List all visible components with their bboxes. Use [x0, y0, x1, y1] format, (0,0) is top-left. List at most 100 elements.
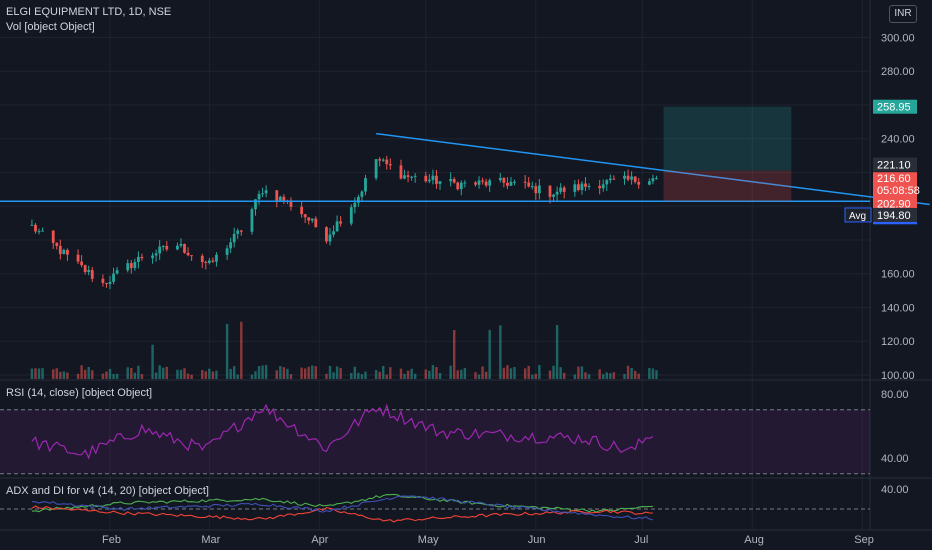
candle-body[interactable]	[474, 182, 477, 185]
candle-body[interactable]	[115, 270, 119, 274]
candle-body[interactable]	[165, 245, 169, 250]
candle-body[interactable]	[647, 181, 651, 185]
candle-body[interactable]	[108, 281, 112, 285]
candle-body[interactable]	[101, 278, 105, 284]
candle-body[interactable]	[133, 262, 137, 269]
candle-body[interactable]	[278, 196, 282, 201]
candle-body[interactable]	[580, 183, 584, 190]
candle-body[interactable]	[651, 178, 655, 182]
candle-body[interactable]	[509, 181, 513, 186]
candle-body[interactable]	[463, 182, 467, 184]
candle-body[interactable]	[325, 227, 328, 242]
candle-body[interactable]	[310, 218, 314, 221]
candle-body[interactable]	[364, 178, 367, 192]
candle-body[interactable]	[257, 194, 261, 200]
candle-body[interactable]	[37, 231, 41, 233]
candle-body[interactable]	[381, 159, 385, 161]
candle-body[interactable]	[80, 261, 84, 266]
candle-body[interactable]	[506, 182, 509, 186]
candle-body[interactable]	[360, 191, 364, 197]
candle-body[interactable]	[410, 176, 414, 178]
candle-body[interactable]	[637, 181, 641, 185]
candle-body[interactable]	[427, 179, 431, 182]
candle-body[interactable]	[339, 221, 343, 224]
candle-body[interactable]	[34, 224, 37, 232]
candle-body[interactable]	[406, 175, 410, 177]
candle-body[interactable]	[105, 283, 108, 285]
candle-body[interactable]	[608, 178, 612, 181]
candle-body[interactable]	[523, 181, 527, 183]
adx-legend[interactable]: ADX and DI for v4 (14, 20) [object Objec…	[6, 485, 209, 497]
candle-body[interactable]	[225, 248, 229, 255]
position-loss-zone[interactable]	[663, 170, 792, 202]
candle-body[interactable]	[200, 255, 204, 262]
candle-body[interactable]	[282, 196, 286, 202]
candle-body[interactable]	[449, 179, 453, 182]
candle-body[interactable]	[204, 261, 208, 263]
candle-body[interactable]	[232, 233, 236, 243]
candle-body[interactable]	[161, 245, 165, 247]
candle-body[interactable]	[562, 187, 566, 192]
candle-body[interactable]	[112, 273, 115, 282]
candle-body[interactable]	[207, 260, 211, 263]
candle-body[interactable]	[215, 254, 218, 262]
candle-body[interactable]	[275, 190, 279, 201]
candle-body[interactable]	[229, 242, 233, 249]
candle-body[interactable]	[328, 234, 332, 242]
candle-body[interactable]	[239, 230, 243, 232]
candle-body[interactable]	[413, 175, 417, 177]
candle-body[interactable]	[452, 179, 456, 183]
candle-body[interactable]	[502, 177, 506, 183]
candle-body[interactable]	[537, 185, 541, 194]
candle-body[interactable]	[314, 218, 318, 228]
candle-body[interactable]	[456, 182, 460, 190]
candle-body[interactable]	[552, 194, 555, 197]
candle-body[interactable]	[62, 249, 66, 255]
candle-body[interactable]	[264, 190, 268, 194]
candle-body[interactable]	[90, 270, 94, 279]
currency-badge[interactable]: INR	[889, 5, 917, 23]
candle-body[interactable]	[179, 244, 183, 246]
candle-body[interactable]	[623, 175, 626, 179]
volume-legend[interactable]: Vol [object Object]	[6, 21, 95, 33]
candle-body[interactable]	[555, 191, 559, 195]
candle-body[interactable]	[601, 184, 605, 189]
candle-body[interactable]	[424, 175, 428, 182]
candle-body[interactable]	[498, 177, 502, 181]
symbol-title[interactable]: ELGI EQUIPMENT LTD, 1D, NSE	[6, 6, 172, 18]
adx-di_plus-line[interactable]	[31, 493, 653, 513]
candle-body[interactable]	[307, 217, 311, 221]
candle-body[interactable]	[250, 209, 254, 232]
candle-body[interactable]	[303, 214, 307, 218]
candle-body[interactable]	[126, 263, 130, 271]
candle-body[interactable]	[576, 184, 580, 190]
candle-body[interactable]	[261, 193, 264, 195]
candle-body[interactable]	[548, 185, 552, 197]
candle-body[interactable]	[136, 256, 140, 263]
candle-body[interactable]	[41, 230, 44, 232]
candle-body[interactable]	[151, 255, 154, 259]
candle-body[interactable]	[83, 265, 87, 272]
candle-body[interactable]	[484, 181, 488, 186]
candle-body[interactable]	[534, 186, 538, 194]
candle-body[interactable]	[374, 159, 378, 179]
candle-body[interactable]	[633, 176, 637, 182]
candle-body[interactable]	[378, 159, 382, 161]
candle-body[interactable]	[403, 175, 406, 179]
candle-body[interactable]	[481, 180, 484, 182]
position-profit-zone[interactable]	[663, 106, 792, 171]
candle-body[interactable]	[477, 180, 481, 185]
candle-body[interactable]	[129, 263, 133, 269]
candle-body[interactable]	[385, 159, 389, 165]
candle-body[interactable]	[513, 181, 516, 183]
candle-body[interactable]	[435, 175, 438, 184]
candle-body[interactable]	[438, 181, 442, 184]
candle-body[interactable]	[584, 183, 587, 187]
candle-body[interactable]	[598, 185, 602, 189]
candle-body[interactable]	[154, 253, 158, 256]
candle-body[interactable]	[300, 206, 304, 215]
rsi-legend[interactable]: RSI (14, close) [object Object]	[6, 387, 153, 399]
candle-body[interactable]	[76, 254, 80, 262]
candle-body[interactable]	[289, 200, 293, 207]
